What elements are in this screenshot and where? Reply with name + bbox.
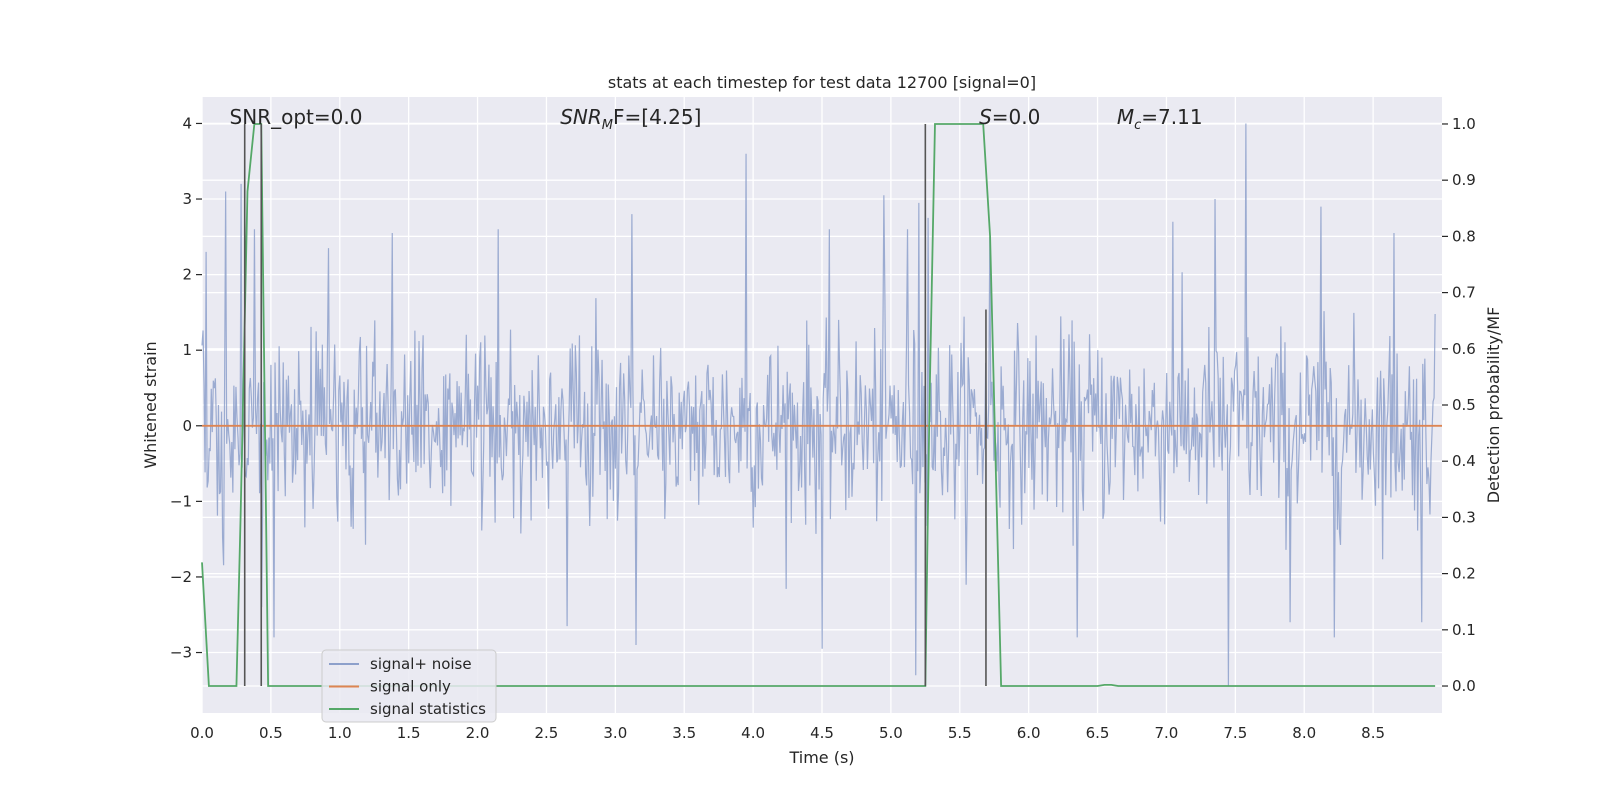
x-tick-label: 5.5: [948, 724, 972, 742]
y-right-tick-label: 1.0: [1452, 115, 1476, 133]
y-tick-label: 2: [182, 266, 192, 284]
annotation: S=0.0: [979, 105, 1040, 129]
x-tick-label: 1.0: [328, 724, 352, 742]
x-tick-label: 8.0: [1292, 724, 1316, 742]
annotation: Mc=7.11: [1117, 105, 1203, 133]
y-right-tick-labels: 0.0 0.1 0.2 0.3 0.4 0.5 0.6 0.7 0.8 0.9 1.0: [1442, 115, 1476, 695]
y-right-tick-label: 0.6: [1452, 340, 1476, 358]
y-tick-label: 3: [182, 190, 192, 208]
annotations: SNR_opt=0.0 SNRMF=[4.25] S=0.0 Mc=7.11: [230, 105, 1203, 133]
y-axis-label: Whitened strain: [141, 341, 160, 468]
y-right-tick-label: 0.2: [1452, 565, 1476, 583]
annotation: SNR_opt=0.0: [230, 105, 363, 129]
x-tick-label: 4.5: [810, 724, 834, 742]
y-right-tick-label: 0.5: [1452, 396, 1476, 414]
y-tick-labels: −3 −2 −1 0 1 2 3 4: [170, 114, 202, 662]
x-tick-label: 0.5: [259, 724, 283, 742]
x-tick-label: 0.0: [190, 724, 214, 742]
x-axis-label: Time (s): [788, 748, 854, 767]
y-right-tick-label: 0.3: [1452, 508, 1476, 526]
y-tick-label: −3: [170, 644, 192, 662]
y-right-tick-label: 0.7: [1452, 284, 1476, 302]
x-tick-label: 6.5: [1086, 724, 1110, 742]
x-tick-label: 5.0: [879, 724, 903, 742]
y-tick-label: 4: [182, 114, 192, 132]
legend-box: [321, 649, 497, 723]
y-right-axis-label: Detection probability/MF: [1484, 307, 1503, 504]
chart-title: stats at each timestep for test data 127…: [608, 73, 1036, 92]
x-tick-label: 6.0: [1017, 724, 1041, 742]
x-tick-label: 4.0: [741, 724, 765, 742]
x-tick-label: 7.5: [1223, 724, 1247, 742]
y-tick-label: −2: [170, 568, 192, 586]
x-tick-label: 1.5: [397, 724, 421, 742]
y-right-tick-label: 0.0: [1452, 677, 1476, 695]
y-tick-label: 0: [182, 417, 192, 435]
x-tick-label: 2.5: [535, 724, 559, 742]
series-line-signal-noise: [201, 123, 1436, 687]
x-tick-labels: 0.0 0.5 1.0 1.5 2.0 2.5 3.0 3.5 4.0 4.5 5.0 5.5 6.0 6…: [190, 724, 1385, 742]
noise-series: [201, 123, 1436, 687]
annotation: SNRMF=[4.25]: [560, 105, 701, 133]
legend-label: signal statistics: [370, 700, 486, 718]
y-right-tick-label: 0.4: [1452, 452, 1476, 470]
legend: signal+ noise signal only signal statistic…: [321, 649, 497, 723]
legend-label: signal+ noise: [370, 655, 472, 673]
vertical-markers: [243, 123, 987, 687]
y-right-tick-label: 0.8: [1452, 227, 1476, 245]
legend-label: signal only: [370, 678, 451, 696]
y-right-tick-label: 0.9: [1452, 171, 1476, 189]
x-tick-label: 7.0: [1155, 724, 1179, 742]
grid: [201, 97, 1442, 713]
x-tick-label: 3.0: [603, 724, 627, 742]
x-tick-label: 8.5: [1361, 724, 1385, 742]
y-tick-label: 1: [182, 341, 192, 359]
x-tick-label: 2.0: [466, 724, 490, 742]
x-tick-label: 3.5: [672, 724, 696, 742]
y-tick-label: −1: [170, 492, 192, 510]
y-right-tick-label: 0.1: [1452, 621, 1476, 639]
